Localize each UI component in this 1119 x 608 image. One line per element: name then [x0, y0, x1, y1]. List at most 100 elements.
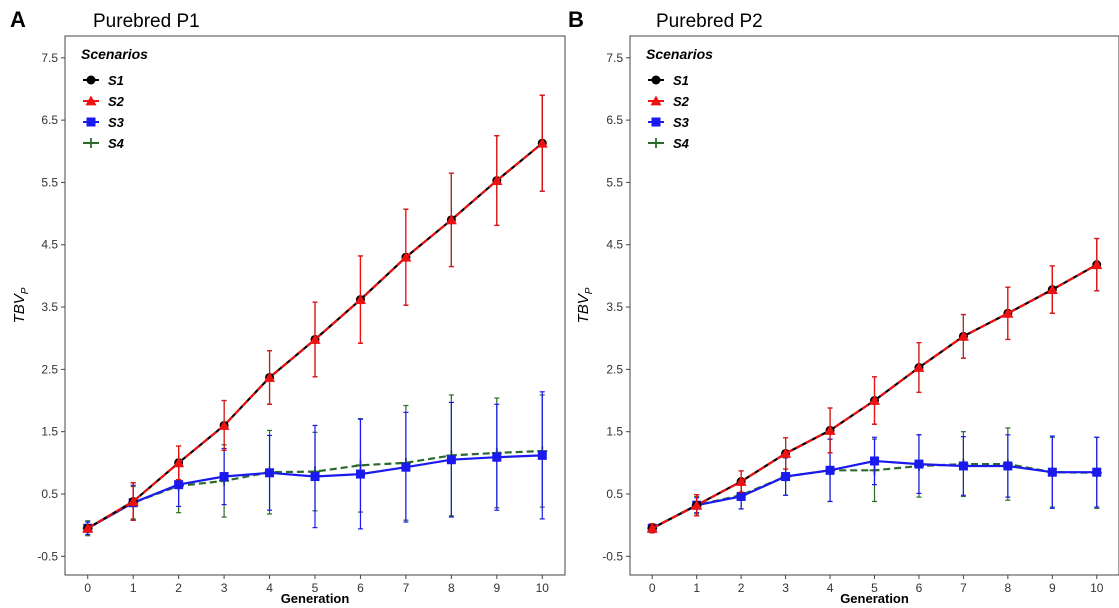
data-point: [219, 472, 229, 482]
x-tick-label: 1: [130, 581, 137, 595]
data-point: [446, 455, 456, 465]
panel-letter: B: [568, 7, 584, 32]
y-tick-label: 7.5: [606, 51, 623, 65]
legend-item-s2: S2: [83, 94, 125, 109]
series-s3: [83, 391, 547, 536]
data-point: [265, 468, 275, 478]
legend-label: S3: [108, 115, 125, 130]
panel-letter: A: [10, 7, 26, 32]
legend-marker: [651, 117, 661, 127]
y-tick-label: 5.5: [41, 175, 58, 189]
x-tick-label: 1: [693, 581, 700, 595]
legend-item-s4: S4: [83, 136, 125, 151]
data-point: [957, 330, 969, 341]
data-point: [82, 522, 94, 533]
data-point: [400, 251, 412, 262]
x-tick-label: 4: [827, 581, 834, 595]
legend-item-s4: S4: [648, 136, 690, 151]
y-tick-label: 4.5: [41, 238, 58, 252]
data-point: [913, 362, 925, 372]
legend-item-s3: S3: [648, 115, 690, 130]
legend-label: S2: [108, 94, 125, 109]
data-point: [691, 499, 703, 510]
panel-b: B Purebred P2 -0.5 0.5 1.5 2.5 3.5 4.5 5.5 6.5 7.5…: [568, 7, 1119, 606]
data-point: [264, 371, 276, 382]
y-tick-label: -0.5: [602, 549, 623, 563]
legend-label: S4: [673, 136, 690, 151]
panel-title: Purebred P1: [93, 11, 200, 32]
legend-marker: [651, 138, 661, 148]
y-tick-label: 4.5: [606, 238, 623, 252]
data-point: [174, 480, 184, 490]
x-axis-label: Generation: [840, 591, 909, 606]
y-tick-label: 3.5: [41, 300, 58, 314]
x-tick-label: 3: [782, 581, 789, 595]
panel-title: Purebred P2: [656, 11, 763, 32]
data-point: [492, 452, 502, 462]
y-tick-label: 1.5: [41, 425, 58, 439]
data-point: [218, 419, 230, 430]
data-point: [825, 465, 835, 475]
x-tick-label: 4: [266, 581, 273, 595]
series-s2: [82, 94, 548, 533]
data-point: [914, 459, 924, 469]
data-point: [824, 424, 836, 435]
data-point: [869, 395, 880, 405]
x-tick-label: 5: [312, 581, 319, 595]
legend: Scenarios S1 S2 S3 S4: [646, 46, 713, 151]
data-point: [1047, 467, 1057, 477]
data-point: [491, 175, 503, 185]
legend-item-s3: S3: [83, 115, 125, 130]
x-tick-label: 10: [536, 581, 550, 595]
legend-marker: [651, 75, 661, 85]
x-tick-label: 3: [221, 581, 228, 595]
y-tick-label: 5.5: [606, 175, 623, 189]
y-axis-label: TBVP: [11, 287, 31, 323]
legend-label: S1: [108, 73, 124, 88]
y-tick-label: 3.5: [606, 300, 623, 314]
data-point: [781, 472, 791, 482]
legend-title: Scenarios: [646, 46, 713, 62]
y-axis-label-main: TBV: [11, 292, 28, 323]
x-tick-label: 7: [403, 581, 410, 595]
legend: Scenarios S1 S2 S3 S4: [81, 46, 148, 151]
legend-marker: [650, 95, 662, 106]
x-tick-label: 0: [649, 581, 656, 595]
data-point: [127, 495, 139, 506]
x-tick-label: 9: [1049, 581, 1056, 595]
y-tick-label: 7.5: [41, 51, 58, 65]
legend-label: S4: [108, 136, 125, 151]
x-tick-label: 6: [916, 581, 923, 595]
x-tick-label: 10: [1090, 581, 1104, 595]
data-point: [1046, 284, 1058, 295]
legend-item-s2: S2: [648, 94, 690, 109]
y-tick-label: 6.5: [41, 113, 58, 127]
x-tick-label: 5: [871, 581, 878, 595]
x-tick-label: 6: [357, 581, 364, 595]
legend-marker: [86, 75, 96, 85]
series-line: [87, 449, 543, 530]
y-axis-label-main: TBV: [575, 292, 592, 323]
data-point: [780, 447, 792, 458]
y-tick-label: 0.5: [41, 487, 58, 501]
data-point: [1092, 467, 1102, 477]
x-tick-label: 0: [84, 581, 91, 595]
legend-marker: [85, 95, 97, 106]
x-tick-label: 8: [448, 581, 455, 595]
data-point: [958, 461, 968, 471]
data-point: [173, 457, 185, 468]
y-tick-label: -0.5: [37, 549, 58, 563]
legend-label: S2: [673, 94, 690, 109]
legend-item-s1: S1: [83, 73, 124, 88]
legend-label: S3: [673, 115, 690, 130]
legend-marker: [86, 138, 96, 148]
data-point: [1002, 307, 1014, 318]
x-tick-label: 7: [960, 581, 967, 595]
data-point: [354, 294, 366, 304]
data-point: [355, 469, 365, 479]
series-s3: [647, 434, 1102, 534]
data-point: [1003, 461, 1013, 471]
y-axis-label: TBVP: [575, 287, 595, 323]
y-tick-label: 6.5: [606, 113, 623, 127]
